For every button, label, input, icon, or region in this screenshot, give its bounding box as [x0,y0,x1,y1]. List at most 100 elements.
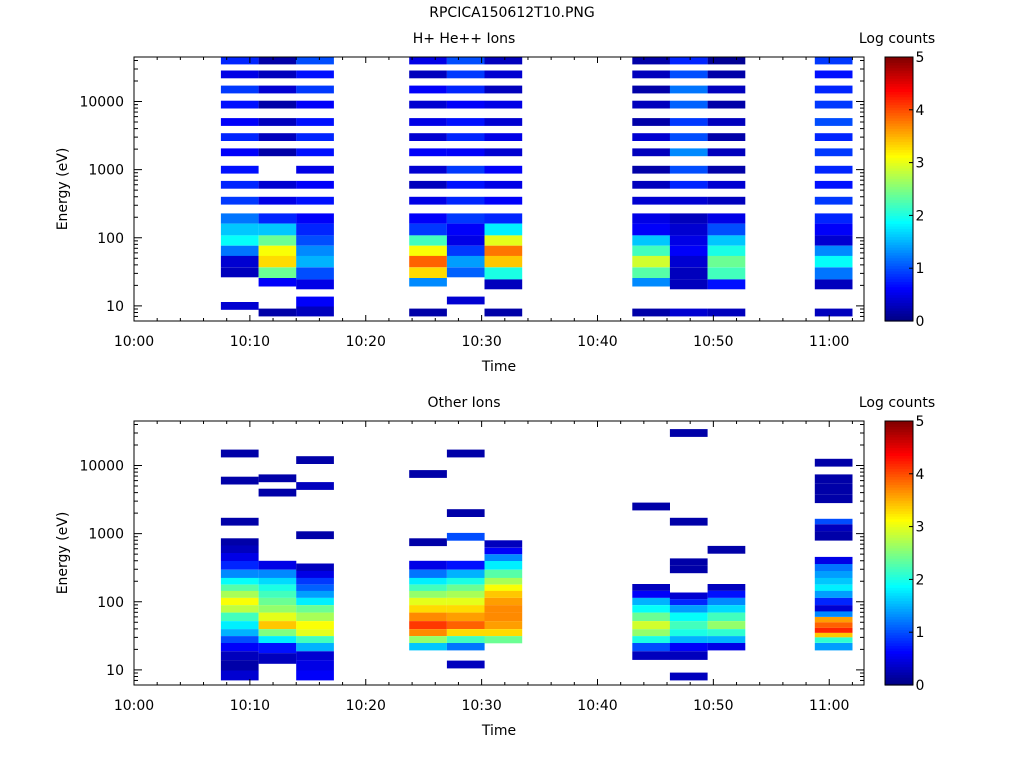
heatmap-cell [296,482,334,490]
colorbar-segment [885,310,913,314]
colorbar-segment [885,626,913,631]
heatmap-cell [296,279,334,290]
colorbar-segment [885,157,913,161]
colorbar-segment [885,605,913,610]
heatmap-cell [814,245,853,256]
colorbar-segment [885,57,913,61]
heatmap-cell [707,584,746,591]
heatmap-cell [814,255,853,268]
heatmap-cell [220,597,259,606]
colorbar-segment [885,162,913,166]
colorbar-segment [885,199,913,203]
heatmap-cell [484,255,523,268]
heatmap-cell [484,213,523,224]
colorbar-segment [885,674,913,678]
y-tick-label: 10 [106,299,124,315]
x-tick-label: 10:10 [230,334,270,350]
colorbar-segment [885,576,913,580]
colorbar-segment [885,212,913,216]
heatmap-cell [814,165,853,174]
colorbar-segment [885,434,913,438]
heatmap-cell [446,165,485,174]
heatmap-cell [258,629,297,637]
heatmap-cell [484,133,523,141]
heatmap-cell [296,456,334,464]
heatmap-cell [258,267,297,278]
colorbar-segment [885,289,913,293]
heatmap-cell [484,148,523,157]
heatmap-cell [258,597,297,606]
colorbar-segment [885,489,913,493]
colorbar-segment [885,189,913,193]
colorbar-tick-label: 5 [916,414,925,430]
colorbar-segment [885,165,913,169]
colorbar-segment [885,500,913,504]
heatmap-cell [632,223,670,236]
heatmap-cell [446,605,485,613]
colorbar-segment [885,239,913,243]
heatmap-cell [409,100,447,109]
heatmap-cell [814,118,853,126]
colorbar-segment [885,186,913,190]
colorbar-frame [884,56,914,322]
heatmap-cell [220,643,259,652]
heatmap-cell [632,278,670,287]
heatmap-cell [814,531,853,541]
colorbar-segment [885,130,913,135]
colorbar-segment [885,299,913,304]
heatmap-cell [484,245,523,256]
colorbar-segment [885,255,913,259]
colorbar-segment [885,302,913,306]
heatmap-cell [814,279,853,290]
colorbar-segment [885,257,913,261]
colorbar-tick-label: 1 [916,261,925,277]
colorbar-segment [885,183,913,187]
heatmap-cell [258,245,297,256]
heatmap-cell [296,584,334,591]
colorbar-segment [885,210,913,214]
heatmap-cell [409,118,447,126]
heatmap-cell [296,629,334,637]
colorbar-segment [885,231,913,235]
heatmap-cell [446,196,485,205]
heatmap-cell [446,70,485,79]
colorbar-segment [885,220,913,224]
heatmap-cell [484,577,523,585]
heatmap-cell [409,165,447,174]
heatmap-cell [484,561,523,570]
heatmap-cell [258,213,297,224]
heatmap-cell [296,165,334,174]
colorbar-segment [885,133,913,137]
heatmap-cell [258,308,297,317]
colorbar-segment [885,146,913,150]
heatmap-cell [632,605,670,613]
heatmap-cell [220,245,259,256]
colorbar-segment [885,468,913,472]
heatmap-cell [220,133,259,141]
colorbar-segment [885,120,913,124]
heatmap-cell [814,235,853,246]
heatmap-cell [814,180,853,189]
colorbar-segment [885,555,913,559]
heatmap-cell [258,584,297,591]
heatmap-cell [669,643,708,652]
colorbar-segment [885,682,913,686]
y-tick-label: 100 [97,231,124,247]
heatmap-cell [220,651,259,661]
colorbar-segment [885,568,913,573]
heatmap-cell [632,57,670,65]
heatmap-cell [409,223,447,236]
heatmap-cell [632,308,670,317]
heatmap-cell [446,643,485,651]
colorbar-segment [885,510,913,514]
colorbar-segment [885,484,913,488]
colorbar-segment [885,294,913,298]
colorbar-segment [885,281,913,285]
heatmap-cell [409,308,447,317]
heatmap-cell [669,196,708,205]
colorbar-segment [885,479,913,483]
heatmap-cell [632,267,670,278]
heatmap-cell [296,255,334,268]
heatmap-cell [220,660,259,671]
colorbar-segment [885,276,913,280]
